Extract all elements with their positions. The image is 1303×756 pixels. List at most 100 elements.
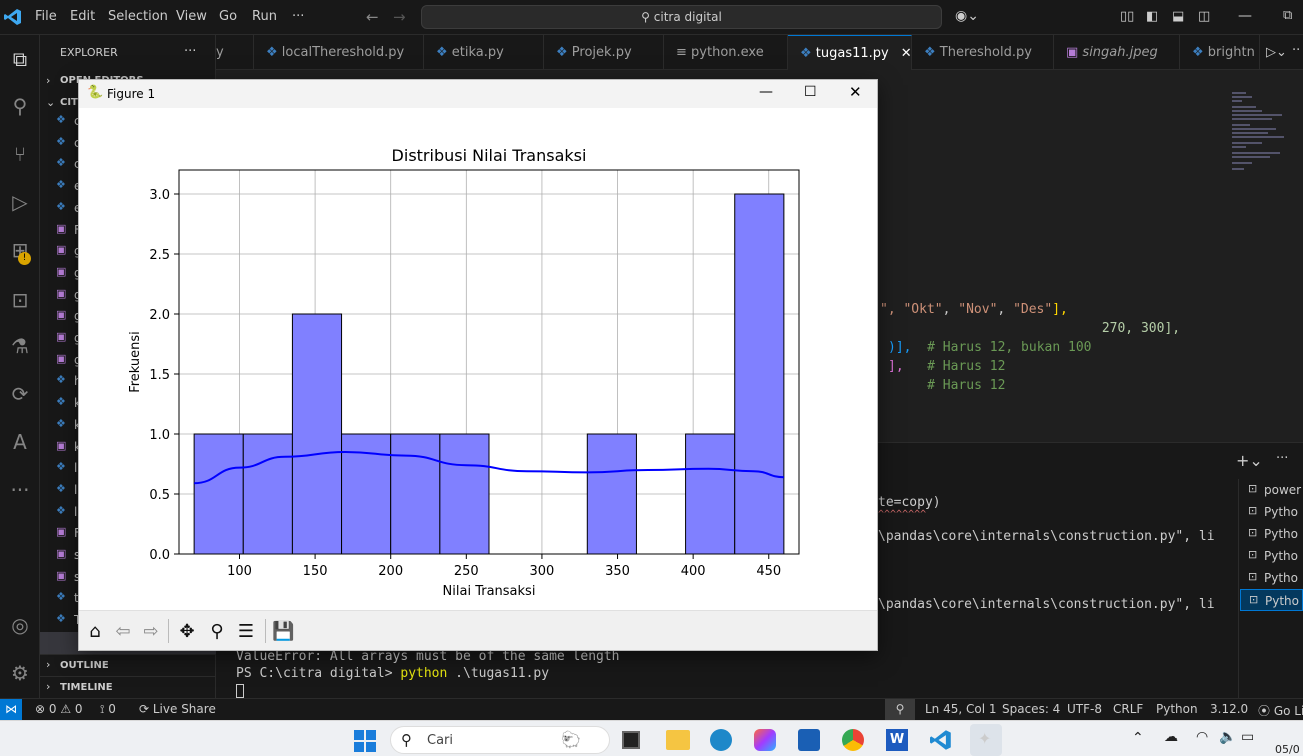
file-item[interactable]: ❖e bbox=[40, 175, 216, 197]
file-item[interactable]: ❖c bbox=[40, 132, 216, 154]
save-figure-icon[interactable]: 💾 bbox=[272, 621, 295, 642]
file-item[interactable]: ❖c bbox=[40, 153, 216, 175]
more-views-icon[interactable]: ··· bbox=[10, 478, 30, 502]
file-item[interactable]: ▣k bbox=[40, 436, 216, 458]
azure-icon[interactable]: A bbox=[13, 430, 27, 454]
live-share-icon[interactable]: ⟳ bbox=[11, 382, 29, 406]
problems-status[interactable]: ⊗ 0 ⚠ 0 bbox=[35, 702, 83, 716]
file-item[interactable]: ▣g bbox=[40, 327, 216, 349]
timeline-section[interactable]: › TIMELINE bbox=[40, 676, 216, 698]
tray-chevron-up-icon[interactable]: ⌃ bbox=[1132, 730, 1144, 746]
menu-more[interactable]: ··· bbox=[292, 9, 305, 24]
tab-localthereshold[interactable]: ❖ localThereshold.py bbox=[254, 35, 424, 70]
terminal-session-item[interactable]: ⊡ power bbox=[1240, 479, 1303, 501]
pan-icon[interactable]: ✥ bbox=[179, 621, 195, 642]
file-item[interactable]: ▣F bbox=[40, 522, 216, 544]
file-item[interactable]: ▣g bbox=[40, 305, 216, 327]
layout-customize-icon[interactable]: ▯▯ bbox=[1120, 9, 1135, 24]
back-arrow-icon[interactable]: ← bbox=[366, 8, 379, 26]
minimap[interactable] bbox=[1230, 90, 1290, 180]
file-item[interactable]: ▣g bbox=[40, 240, 216, 262]
configure-subplots-icon[interactable]: ☰ bbox=[237, 621, 255, 642]
run-debug-icon[interactable]: ▷ bbox=[12, 190, 28, 214]
tab-thereshold[interactable]: ❖ Thereshold.py bbox=[912, 35, 1054, 70]
file-item[interactable]: ▣s bbox=[40, 544, 216, 566]
accounts-icon[interactable]: ◎ bbox=[11, 613, 29, 637]
menu-go[interactable]: Go bbox=[219, 9, 238, 24]
terminal-session-item[interactable]: ⊡ Pytho bbox=[1240, 501, 1303, 523]
remote-indicator-icon[interactable]: ⋈ bbox=[0, 699, 22, 721]
forward-arrow-icon[interactable]: → bbox=[393, 8, 406, 26]
indentation[interactable]: Spaces: 4 bbox=[1002, 702, 1061, 716]
toggle-panel-icon[interactable]: ⬓ bbox=[1172, 9, 1185, 24]
figure-minimize-icon[interactable]: — bbox=[759, 84, 773, 100]
onedrive-cloud-icon[interactable]: ☁ bbox=[1164, 729, 1178, 745]
file-item[interactable]: ❖k bbox=[40, 414, 216, 436]
volume-icon[interactable]: 🔈 bbox=[1219, 729, 1237, 745]
live-share-status[interactable]: ⟳ Live Share bbox=[139, 702, 216, 716]
file-item[interactable]: ❖T bbox=[40, 609, 216, 631]
remote-explorer-icon[interactable]: ⊡ bbox=[11, 288, 29, 312]
terminal-session-item[interactable]: ⊡ Pytho bbox=[1240, 567, 1303, 589]
language-mode[interactable]: Python bbox=[1156, 702, 1198, 716]
tab-etika[interactable]: ❖ etika.py bbox=[424, 35, 544, 70]
python-version[interactable]: 3.12.0 bbox=[1210, 702, 1249, 716]
encoding[interactable]: UTF-8 bbox=[1067, 702, 1102, 716]
menu-edit[interactable]: Edit bbox=[70, 9, 96, 24]
tab-singah[interactable]: ▣ singah.jpeg bbox=[1054, 35, 1180, 70]
folder-section[interactable]: ⌄ CITI bbox=[40, 93, 216, 115]
matplotlib-figure-window[interactable]: 🐍 Figure 1 — ☐ ✕ 100 150 200 250 300 350 400 45… bbox=[78, 79, 878, 651]
figure-close-icon[interactable]: ✕ bbox=[849, 83, 862, 101]
file-explorer-icon[interactable] bbox=[666, 730, 690, 750]
menu-file[interactable]: File bbox=[35, 9, 57, 24]
tab-tugas11[interactable]: ❖ tugas11.py ✕ bbox=[788, 35, 912, 70]
forward-icon[interactable]: ⇨ bbox=[143, 621, 159, 642]
toggle-sidebar-icon[interactable]: ◧ bbox=[1146, 9, 1159, 24]
back-icon[interactable]: ⇦ bbox=[115, 621, 131, 642]
go-live-status[interactable]: ⦿ Go Liv bbox=[1258, 702, 1303, 719]
settings-gear-icon[interactable]: ⚙ bbox=[11, 661, 29, 685]
explorer-icon[interactable]: ⧉ bbox=[12, 47, 28, 71]
tab-projek[interactable]: ❖ Projek.py bbox=[544, 35, 664, 70]
file-item[interactable]: ▣s bbox=[40, 566, 216, 588]
word-icon[interactable]: W bbox=[886, 729, 908, 751]
explorer-more-button[interactable]: ··· bbox=[184, 44, 197, 59]
terminal-session-item[interactable]: ⊡ Pytho bbox=[1240, 589, 1303, 611]
tab-partial[interactable]: y bbox=[216, 35, 254, 70]
task-view-icon[interactable] bbox=[622, 731, 640, 749]
cursor-position[interactable]: Ln 45, Col 1 bbox=[925, 702, 997, 716]
zoom-status-icon[interactable]: ⚲ bbox=[885, 699, 915, 721]
file-item[interactable]: ▣g bbox=[40, 262, 216, 284]
clock-date[interactable]: 05/0 bbox=[1275, 743, 1300, 756]
file-item[interactable]: ❖ l bbox=[40, 501, 216, 523]
battery-icon[interactable]: ▭ bbox=[1241, 729, 1255, 745]
terminal-session-item[interactable]: ⊡ Pytho bbox=[1240, 523, 1303, 545]
editor-more-icon[interactable]: ·· bbox=[1292, 43, 1301, 58]
run-file-icon[interactable]: ▷⌄ bbox=[1266, 45, 1287, 60]
taskbar-search-box[interactable]: ⚲ Cari 🐑 bbox=[390, 726, 610, 754]
chrome-icon[interactable] bbox=[842, 729, 864, 751]
minimize-icon[interactable]: — bbox=[1238, 8, 1252, 24]
new-terminal-icon[interactable]: +⌄ bbox=[1236, 451, 1263, 470]
figure-maximize-icon[interactable]: ☐ bbox=[804, 84, 817, 100]
tab-python-exe[interactable]: ≡ python.exe bbox=[664, 35, 788, 70]
line-ending[interactable]: CRLF bbox=[1113, 702, 1144, 716]
terminal-session-item[interactable]: ⊡ Pytho bbox=[1240, 545, 1303, 567]
outline-section[interactable]: › OUTLINE bbox=[40, 654, 216, 676]
copilot-icon[interactable]: ◉⌄ bbox=[955, 8, 979, 24]
command-center-search[interactable]: ⚲ citra digital bbox=[421, 5, 942, 29]
file-item[interactable]: ❖e bbox=[40, 197, 216, 219]
python-taskbar-active[interactable]: ✦ bbox=[970, 724, 1002, 756]
file-item[interactable]: ▣g bbox=[40, 284, 216, 306]
wifi-icon[interactable]: ◠ bbox=[1196, 729, 1209, 745]
copilot-app-icon[interactable] bbox=[754, 729, 776, 751]
testing-icon[interactable]: ⚗ bbox=[11, 334, 29, 358]
edge-browser-icon[interactable] bbox=[710, 729, 732, 751]
windows-start-icon[interactable] bbox=[354, 730, 376, 752]
menu-selection[interactable]: Selection bbox=[108, 9, 168, 24]
close-tab-icon[interactable]: ✕ bbox=[900, 46, 912, 61]
source-control-icon[interactable]: ⑂ bbox=[14, 142, 26, 166]
file-item[interactable]: ❖c bbox=[40, 110, 216, 132]
toggle-secondary-sidebar-icon[interactable]: ◫ bbox=[1198, 9, 1211, 24]
menu-run[interactable]: Run bbox=[252, 9, 277, 24]
